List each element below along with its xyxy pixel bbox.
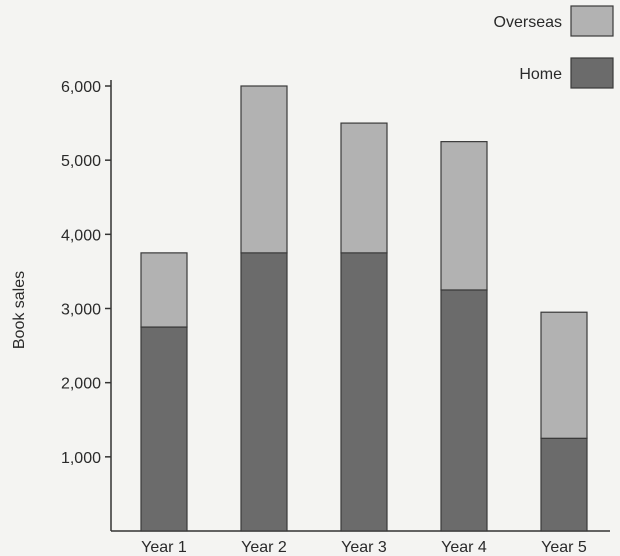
x-tick-label: Year 2 [241, 539, 287, 556]
x-tick-label: Year 1 [141, 539, 187, 556]
x-tick-label: Year 3 [341, 539, 387, 556]
bar-home [140, 326, 188, 532]
bar-home [440, 289, 488, 532]
bar-overseas [540, 311, 588, 439]
y-tick-label: 6,000 [61, 79, 101, 96]
x-tick-label: Year 4 [441, 539, 487, 556]
y-tick-label: 5,000 [61, 153, 101, 170]
bar-home [340, 252, 388, 532]
y-tick-label: 1,000 [61, 450, 101, 467]
y-tick-label: 4,000 [61, 227, 101, 244]
bar-overseas [140, 252, 188, 328]
legend-label-overseas: Overseas [494, 14, 562, 31]
legend-label-home: Home [519, 66, 562, 83]
y-axis-title: Book sales [11, 271, 28, 349]
bar-home [240, 252, 288, 532]
y-tick-label: 3,000 [61, 302, 101, 319]
legend-swatch-overseas [570, 5, 614, 37]
legend-swatch-home [570, 57, 614, 89]
x-tick-label: Year 5 [541, 539, 587, 556]
bar-home [540, 437, 588, 532]
bar-overseas [440, 141, 488, 291]
bar-overseas [340, 122, 388, 254]
y-tick-label: 2,000 [61, 376, 101, 393]
bar-overseas [240, 85, 288, 254]
